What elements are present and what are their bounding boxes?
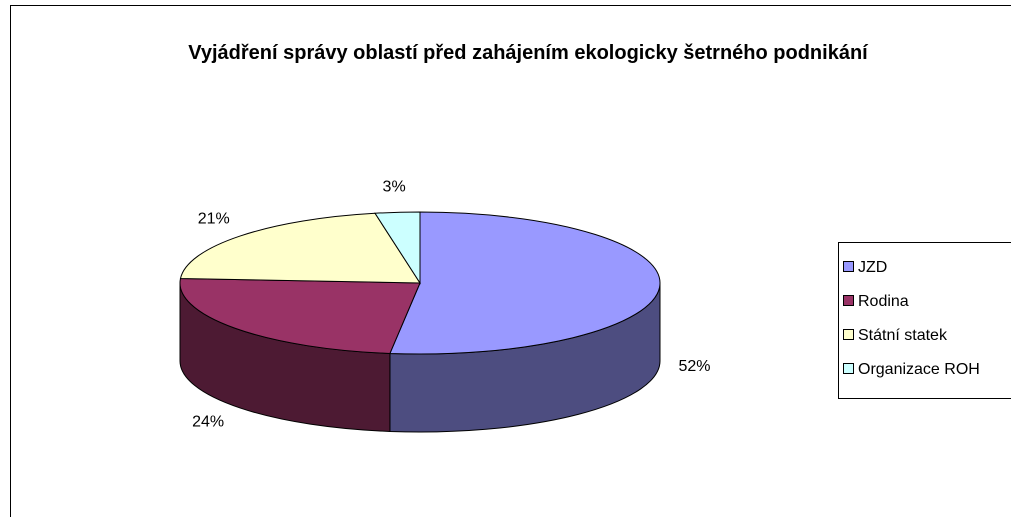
legend-box xyxy=(838,242,1011,399)
legend-swatch xyxy=(843,329,854,340)
slice xyxy=(179,212,421,284)
slice xyxy=(179,278,421,354)
data-label: 21% xyxy=(198,211,230,228)
legend-swatch xyxy=(843,295,854,306)
slice xyxy=(389,211,661,355)
legend-label: Rodina xyxy=(858,293,909,310)
chart-title: Vyjádření správy oblastí před zahájením … xyxy=(188,42,868,64)
slice xyxy=(374,211,421,285)
legend-label: Státní statek xyxy=(858,327,948,344)
data-label: 24% xyxy=(192,413,224,430)
data-label: 3% xyxy=(383,179,406,196)
legend-swatch xyxy=(843,261,854,272)
legend-swatch xyxy=(843,363,854,374)
legend-label: JZD xyxy=(858,259,887,276)
data-label: 52% xyxy=(678,358,710,375)
legend-label: Organizace ROH xyxy=(858,361,980,378)
